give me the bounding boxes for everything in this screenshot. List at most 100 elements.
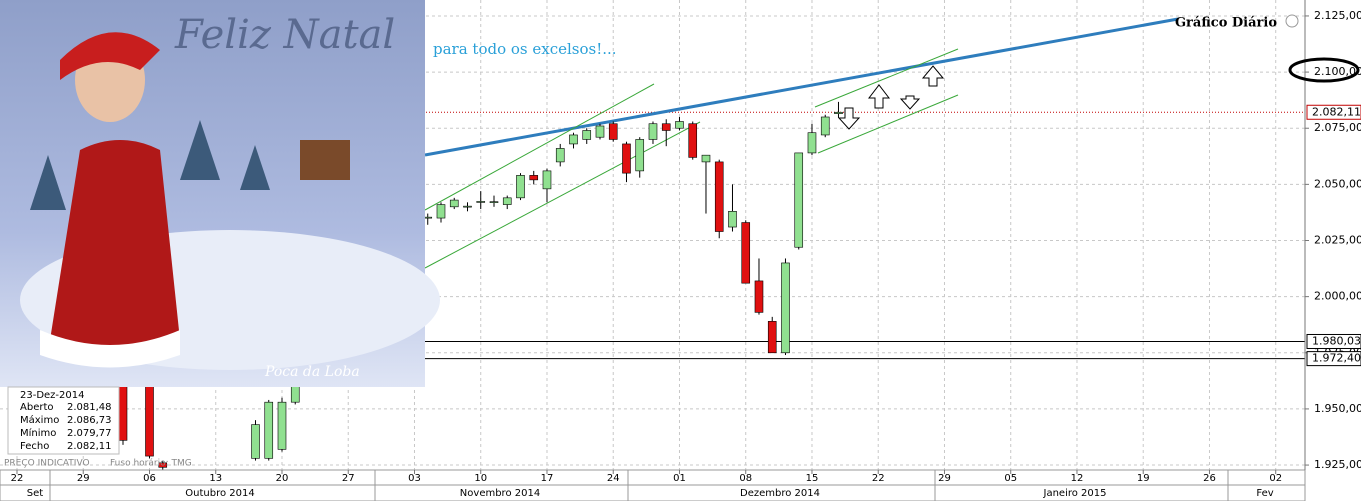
candle-body	[502, 197, 512, 205]
info-value: 2.081,48	[67, 402, 112, 413]
info-date: 23-Dez-2014	[20, 390, 85, 401]
candle-body	[807, 132, 817, 154]
candle-body	[741, 222, 751, 284]
candle-body	[834, 111, 843, 114]
arrows	[837, 65, 945, 130]
candle-body	[542, 170, 552, 190]
x-tick-label: 12	[1071, 473, 1084, 484]
trend-lines	[424, 17, 1179, 269]
x-tick-label: 19	[1137, 473, 1150, 484]
candle-body	[794, 152, 804, 248]
annotation: para todo os excelsos!...	[433, 40, 617, 58]
candle-body	[701, 154, 711, 163]
candle-body	[251, 424, 260, 459]
candle-body	[555, 148, 565, 163]
highlight-circle	[1288, 57, 1360, 83]
month-label: Outubro 2014	[185, 488, 254, 499]
info-value: 2.086,73	[67, 415, 112, 426]
info-label: Fecho	[20, 441, 49, 452]
x-tick-label: 10	[474, 473, 487, 484]
x-tick-label: 06	[143, 473, 156, 484]
y-tick-label: 1.950,00	[1314, 402, 1361, 415]
chart-title: Gráfico Diário	[1175, 16, 1277, 31]
y-axis: 1.925,001.950,001.975,002.000,002.025,00…	[1305, 9, 1361, 471]
candle-body	[476, 201, 486, 203]
candle-body	[582, 130, 592, 140]
x-tick-label: 02	[1269, 473, 1282, 484]
level-label-box	[1306, 104, 1361, 120]
level-label: 2.082,11	[1312, 105, 1361, 118]
y-tick-label: 2.025,00	[1314, 234, 1361, 247]
candle-body	[608, 123, 618, 140]
candle-body	[529, 175, 539, 181]
x-tick-label: 24	[607, 473, 620, 484]
clock-icon	[1285, 14, 1299, 28]
candle-body	[595, 125, 605, 138]
x-tick-label: 22	[11, 473, 24, 484]
candle-body	[489, 201, 499, 203]
x-tick-label: 17	[541, 473, 554, 484]
candle-body	[781, 262, 790, 354]
x-tick-label: 26	[1203, 473, 1216, 484]
level-label: 1.972,40	[1312, 352, 1361, 365]
y-tick-label: 2.125,00	[1314, 9, 1361, 22]
image-signature: Poca da Loba	[264, 364, 360, 380]
month-label: Novembro 2014	[460, 488, 540, 499]
x-axis	[0, 469, 1306, 501]
month-label: Dezembro 2014	[740, 488, 820, 499]
image-title: Feliz Natal	[174, 12, 395, 58]
y-tick-label: 2.000,00	[1314, 290, 1361, 303]
info-label: Máximo	[20, 414, 59, 426]
x-tick-label: 20	[276, 473, 289, 484]
x-tick-label: 22	[872, 473, 885, 484]
y-tick-label: 2.100,00	[1314, 65, 1361, 78]
candle-body	[118, 386, 128, 441]
month-label: Fev	[1256, 488, 1273, 499]
candle-body	[516, 175, 525, 199]
candle-body	[648, 123, 658, 140]
candle-body	[754, 280, 764, 313]
candle-body	[688, 123, 698, 158]
candle-body	[436, 204, 446, 219]
y-tick-label: 2.075,00	[1314, 121, 1361, 134]
info-value: 2.082,11	[67, 441, 112, 452]
candle-body	[661, 123, 671, 131]
level-label: 1.980,03	[1312, 334, 1361, 347]
candle-body	[820, 116, 830, 136]
x-tick-label: 01	[673, 473, 686, 484]
x-tick-label: 27	[342, 473, 355, 484]
candle-body	[145, 386, 154, 457]
x-tick-labels: 22 29 06 13 20 27 03 10 17 24 01 08 15 22 29 05 12 19 26 02…	[11, 470, 1282, 501]
candle-body	[635, 139, 645, 172]
level-label-box	[1306, 351, 1361, 367]
candle-body	[622, 143, 631, 174]
footer-text: PREÇO INDICATIVO	[4, 459, 90, 469]
month-label: Set	[27, 488, 44, 499]
candle-body	[728, 211, 737, 228]
month-label: Janeiro 2015	[1043, 488, 1107, 499]
x-tick-label: 05	[1004, 473, 1017, 484]
footer: PREÇO INDICATIVO Fuso horário: TMG	[4, 459, 192, 469]
info-label: Aberto	[20, 402, 54, 413]
x-tick-label: 29	[77, 473, 90, 484]
candle-body	[264, 401, 274, 459]
x-tick-label: 08	[739, 473, 752, 484]
candle-body	[277, 401, 287, 450]
candle-body	[675, 121, 684, 129]
candle-body	[449, 199, 459, 208]
candle-body	[158, 462, 168, 468]
footer-text: Fuso horário: TMG	[110, 459, 192, 469]
candle-body	[463, 205, 472, 208]
x-tick-label: 15	[806, 473, 819, 484]
candles	[118, 101, 843, 470]
x-tick-label: 29	[938, 473, 951, 484]
candle-body	[290, 386, 300, 403]
level-label-box	[1306, 333, 1361, 349]
y-tick-label: 1.925,00	[1314, 458, 1361, 471]
candle-body	[714, 161, 724, 232]
y-tick-label: 2.050,00	[1314, 177, 1361, 190]
candle-body	[569, 134, 578, 145]
